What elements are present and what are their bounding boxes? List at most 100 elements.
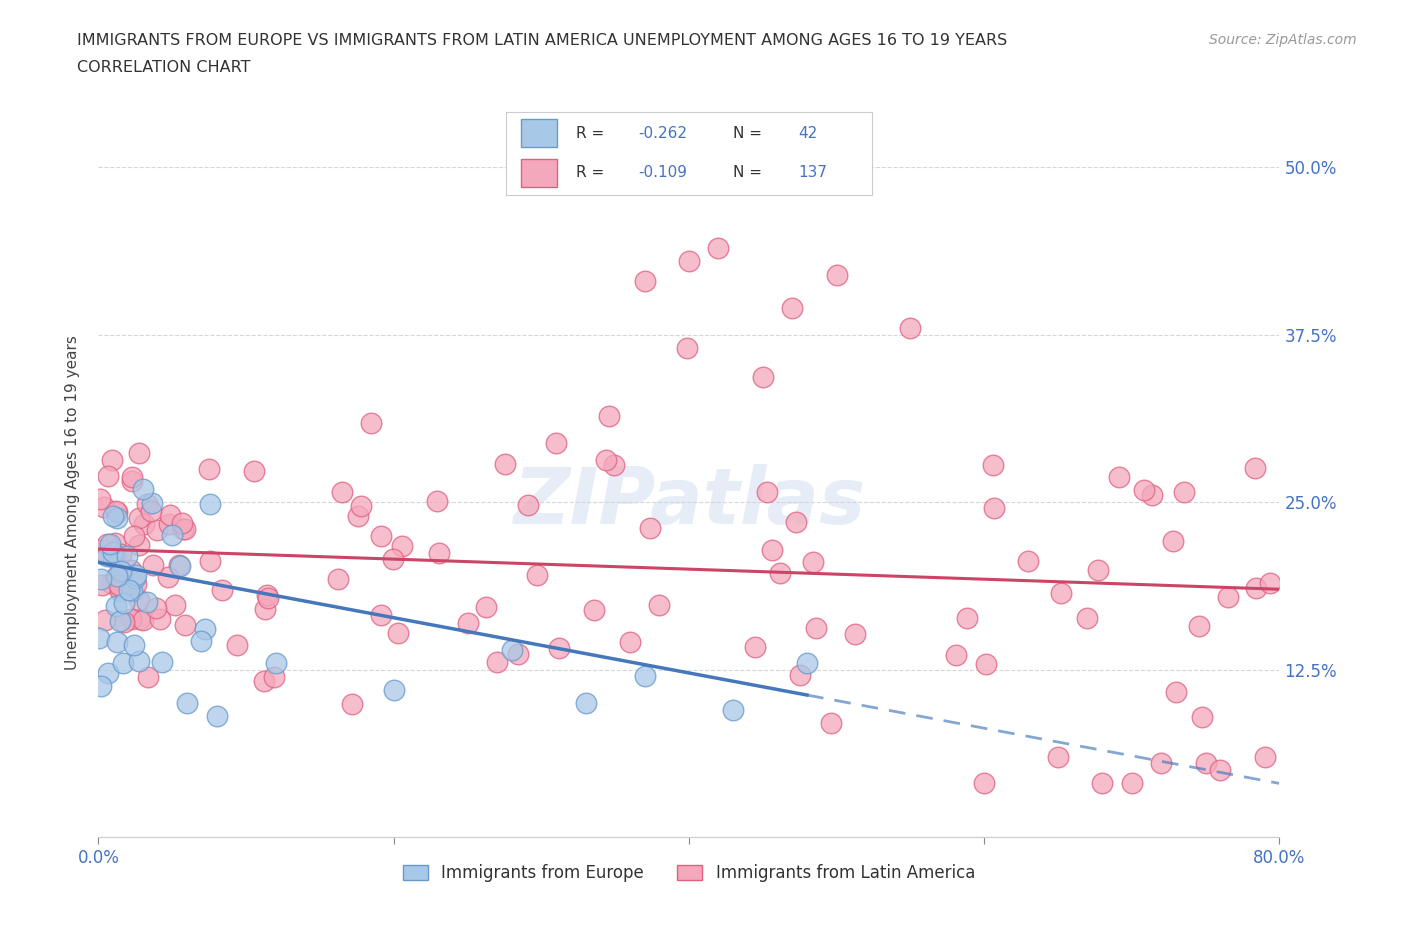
Point [457,616,479,631]
Text: 137: 137 [799,166,828,180]
Point [1209,763,1232,777]
Text: -0.262: -0.262 [638,126,686,140]
Point [820,716,842,731]
Point [112,567,135,582]
Point [117,549,139,564]
Point [101,544,124,559]
Point [1216,590,1239,604]
Text: 42: 42 [799,126,818,140]
Point [128,511,150,525]
Point [98,537,121,551]
Point [350,498,373,513]
Point [165,597,187,612]
Point [1087,563,1109,578]
Point [330,485,353,499]
Point [844,627,866,642]
FancyBboxPatch shape [520,119,557,147]
Point [381,551,404,566]
Point [136,670,159,684]
Point [128,592,150,607]
Text: Source: ZipAtlas.com: Source: ZipAtlas.com [1209,33,1357,46]
Point [172,522,194,537]
Point [173,618,195,632]
Point [243,463,266,478]
Point [744,640,766,655]
Point [141,558,163,573]
Point [382,683,405,698]
Point [973,776,995,790]
Y-axis label: Unemployment Among Ages 16 to 19 years: Unemployment Among Ages 16 to 19 years [65,335,80,670]
Point [190,633,212,648]
Point [105,635,128,650]
Point [789,668,811,683]
Point [149,612,172,627]
Point [782,300,804,315]
Point [122,637,145,652]
Point [1166,684,1188,699]
Point [506,646,529,661]
Point [370,608,392,623]
Point [125,567,148,582]
Point [785,514,807,529]
Point [574,696,596,711]
Point [96,549,118,564]
Point [256,588,278,603]
Point [678,254,700,269]
Point [132,482,155,497]
Point [194,621,217,636]
Point [124,570,146,585]
Point [676,341,699,356]
Point [1050,586,1073,601]
Point [121,470,143,485]
Point [176,696,198,711]
Point [198,497,221,512]
Point [495,457,517,472]
Point [1258,576,1281,591]
Point [648,597,671,612]
Point [89,631,111,645]
Point [825,267,848,282]
Point [801,555,824,570]
Point [93,613,115,628]
Text: R =: R = [575,126,609,140]
Point [1046,750,1069,764]
Point [517,498,540,512]
Point [547,641,569,656]
Point [89,492,111,507]
Point [486,655,509,670]
Point [263,670,285,684]
Point [100,576,122,591]
Point [125,577,148,591]
Point [360,416,382,431]
Text: N =: N = [733,166,766,180]
Point [391,538,413,553]
Point [501,642,523,657]
Legend: Immigrants from Europe, Immigrants from Latin America: Immigrants from Europe, Immigrants from … [396,857,981,889]
Point [122,529,145,544]
Point [91,543,114,558]
Point [1108,470,1130,485]
Point [110,546,132,561]
Point [121,583,143,598]
Point [198,462,221,477]
Point [769,566,792,581]
Point [945,648,967,663]
Point [1191,710,1213,724]
Point [157,569,180,584]
Point [90,678,112,693]
Point [145,601,167,616]
Point [112,656,135,671]
Point [159,507,181,522]
Point [475,600,498,615]
FancyBboxPatch shape [520,159,557,187]
Point [107,511,129,525]
Point [97,469,120,484]
Point [633,273,655,288]
Point [160,527,183,542]
Point [121,473,143,488]
Point [120,563,142,578]
Point [264,656,287,671]
Point [107,573,129,588]
Text: -0.109: -0.109 [638,166,686,180]
Point [387,626,409,641]
